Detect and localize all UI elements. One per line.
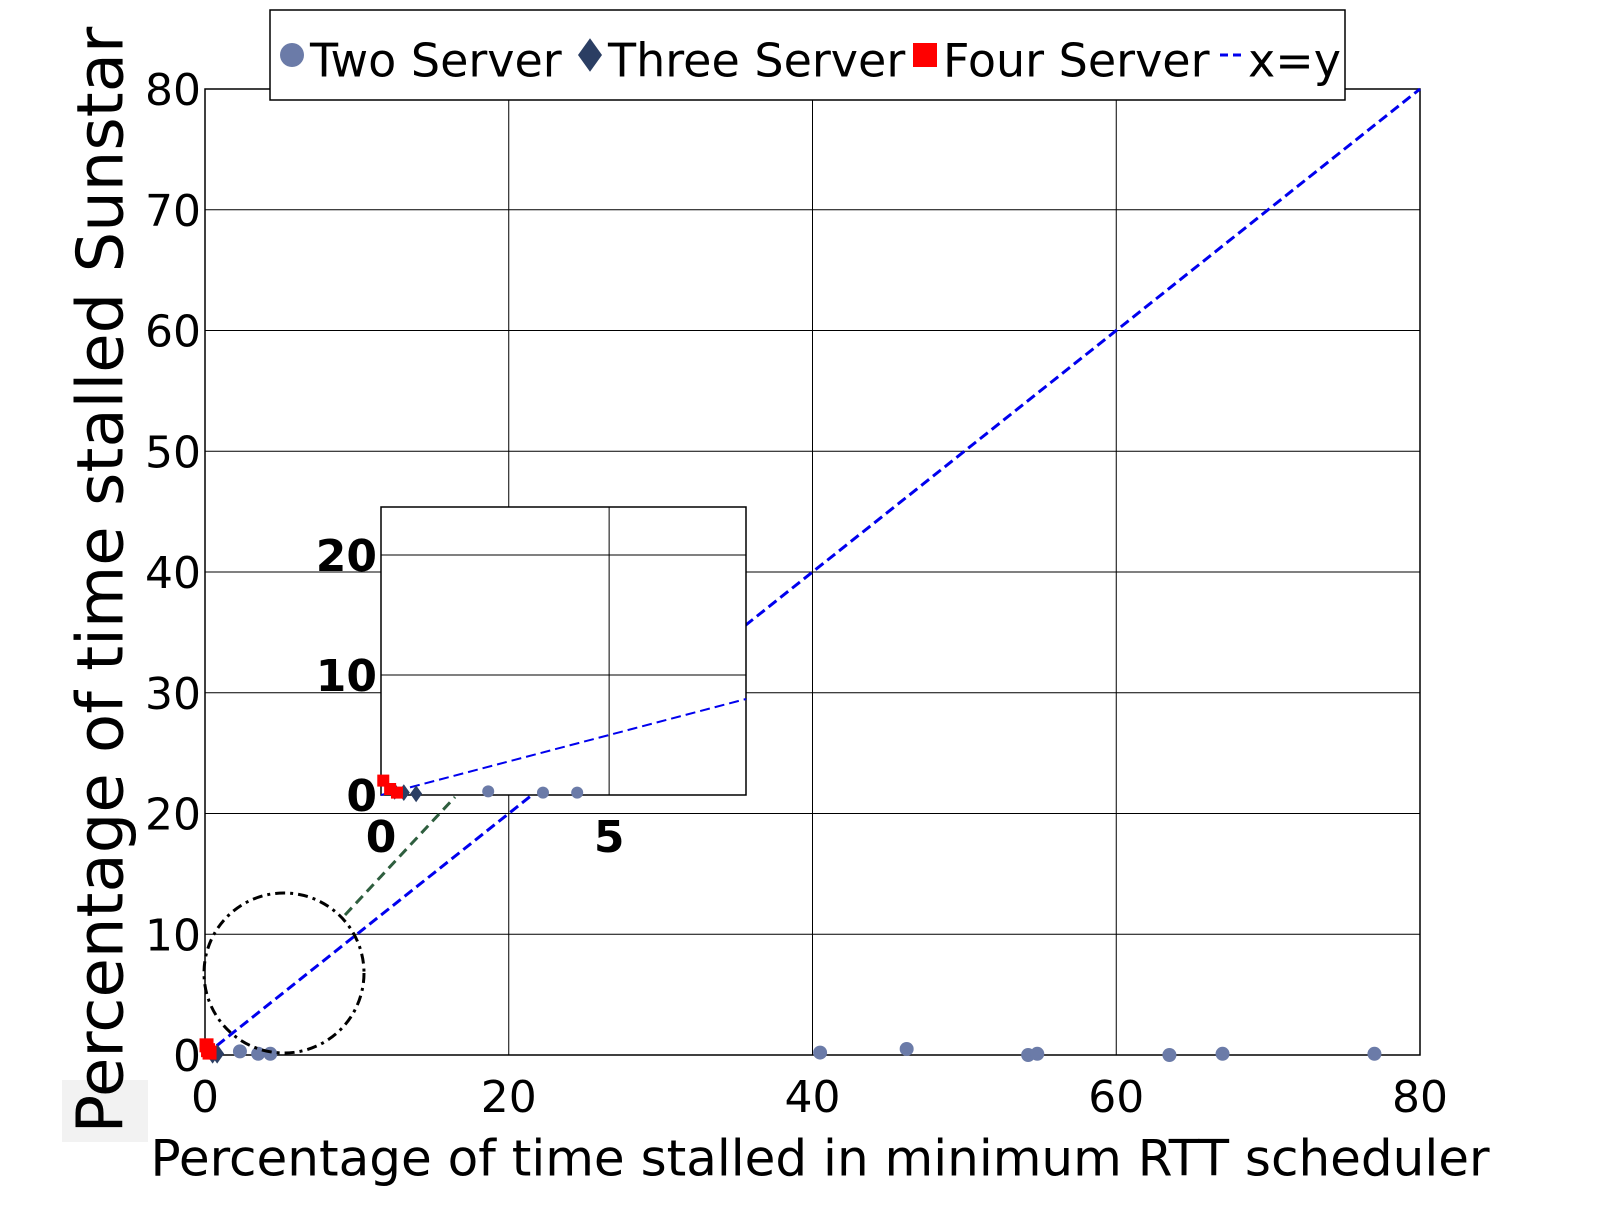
point [571,786,584,799]
x-tick-label: 40 [785,1072,841,1123]
legend-swatch [578,38,602,72]
x-tick-label: 80 [1392,1072,1448,1123]
point [1162,1048,1177,1062]
data-layer [377,698,747,803]
y-tick-label: 0 [346,771,377,822]
label-background [62,1080,148,1142]
legend-label: x=y [1248,34,1341,88]
legend-box [269,9,1346,101]
y-tick-label: 0 [173,1031,201,1082]
x-tick-label: 0 [366,812,397,863]
x-tick-label: 60 [1088,1072,1144,1123]
identity-line [204,87,1421,1057]
x-tick-label: 0 [191,1072,219,1123]
y-tick-label: 10 [145,910,201,961]
legend-label: Two Server [309,34,562,88]
zoom-circle [202,891,366,1055]
legend-swatch [280,43,304,67]
point [390,786,403,799]
x-tick-label: 5 [594,812,625,863]
plot-border [380,506,747,796]
point [899,1041,914,1056]
y-axis-label: Percentage of time stalled Sunstar [65,26,139,1133]
legend-label: Three Server [607,34,905,88]
legend: Two Server Three Server Four Server x=y [269,9,1346,101]
y-tick-label: 70 [145,186,201,237]
legend-label: Four Server [943,34,1210,88]
y-tick-label: 60 [145,307,201,358]
legend-swatch [913,43,937,67]
y-tick-label: 30 [145,669,201,720]
identity-line [380,698,747,796]
zoom-connector [343,795,457,917]
point [813,1045,828,1060]
point [232,1044,247,1059]
point [536,786,549,799]
point [1367,1046,1382,1061]
point [202,1045,217,1060]
data-layer [199,87,1421,1064]
y-tick-label: 80 [145,65,201,116]
x-axis-label: Percentage of time stalled in minimum RT… [150,1130,1490,1188]
y-tick-label: 20 [145,790,201,841]
point [263,1046,278,1061]
inset-plot [377,506,747,803]
y-tick-label: 50 [145,427,201,478]
point [251,1046,266,1061]
x-tick-label: 20 [481,1072,537,1123]
y-tick-label: 10 [316,651,377,702]
point [410,785,423,803]
y-tick-label: 20 [316,531,377,582]
y-tick-label: 40 [145,548,201,599]
point [1215,1046,1230,1061]
point [1030,1046,1045,1061]
plot-area [381,507,746,795]
point [482,785,495,798]
